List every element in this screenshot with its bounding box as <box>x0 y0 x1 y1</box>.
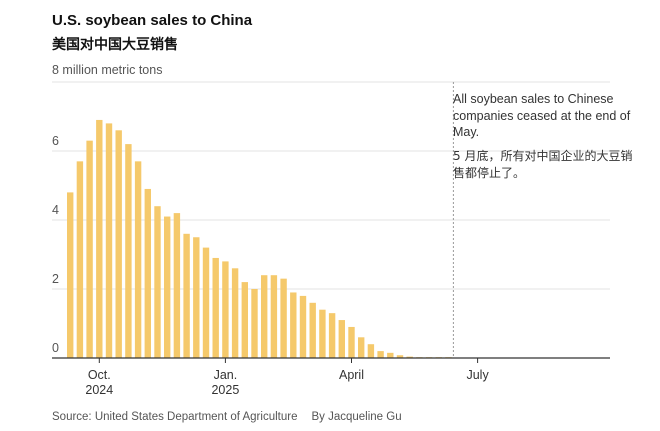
byline: By Jacqueline Gu <box>311 411 402 423</box>
bar-8 <box>144 188 151 358</box>
annotation-box: All soybean sales to Chinese companies c… <box>453 91 633 182</box>
bar-14 <box>202 247 210 358</box>
y-tick-label-4: 4 <box>52 203 59 217</box>
bar-2 <box>86 140 93 358</box>
source-credit: Source: United States Department of Agri… <box>52 411 298 423</box>
bar-21 <box>270 275 278 358</box>
bar-25 <box>309 302 316 358</box>
bar-18 <box>241 282 248 358</box>
x-tick-label-16: Jan. <box>214 368 238 382</box>
y-tick-label-2: 2 <box>52 272 59 286</box>
bar-24 <box>299 295 307 358</box>
bar-32 <box>377 351 384 358</box>
bar-13 <box>193 237 200 358</box>
bar-35 <box>406 356 413 358</box>
bar-15 <box>212 257 219 358</box>
bar-33 <box>387 352 394 358</box>
bar-17 <box>231 268 239 358</box>
y-tick-label-6: 6 <box>52 134 59 148</box>
bar-27 <box>328 313 336 358</box>
chart-title: U.S. soybean sales to China <box>52 12 253 29</box>
x-tick-year-3: 2024 <box>85 383 113 397</box>
x-tick-label-42: July <box>466 368 489 382</box>
bar-6 <box>125 144 132 358</box>
bar-10 <box>164 216 171 358</box>
bar-28 <box>338 320 345 358</box>
x-tick-label-3: Oct. <box>88 368 111 382</box>
bar-9 <box>154 206 161 358</box>
bar-22 <box>280 278 287 358</box>
bar-7 <box>134 161 142 358</box>
y-tick-label-0: 0 <box>52 341 59 355</box>
bar-0 <box>67 192 74 358</box>
bar-34 <box>396 355 404 358</box>
bar-3 <box>96 119 103 358</box>
x-tick-label-29: April <box>339 368 364 382</box>
bar-1 <box>76 161 84 358</box>
footer: Source: United States Department of Agri… <box>52 411 402 423</box>
bar-23 <box>290 292 297 358</box>
bar-16 <box>222 261 229 358</box>
annotation-text-chinese: 5 月底，所有对中国企业的大豆销售都停止了。 <box>453 148 633 180</box>
bar-4 <box>105 123 113 359</box>
x-tick-year-16: 2025 <box>211 383 239 397</box>
bar-30 <box>358 337 365 358</box>
bar-19 <box>251 289 258 358</box>
bar-29 <box>348 326 355 358</box>
y-axis-label: 8 million metric tons <box>52 63 162 77</box>
bar-12 <box>183 233 190 358</box>
bar-11 <box>173 213 181 358</box>
bar-5 <box>115 130 122 358</box>
chart-subtitle: 美国对中国大豆销售 <box>52 37 178 53</box>
bar-20 <box>261 275 268 358</box>
annotation-text-english: All soybean sales to Chinese companies c… <box>453 92 631 139</box>
bar-26 <box>319 309 326 358</box>
bar-31 <box>367 344 375 358</box>
